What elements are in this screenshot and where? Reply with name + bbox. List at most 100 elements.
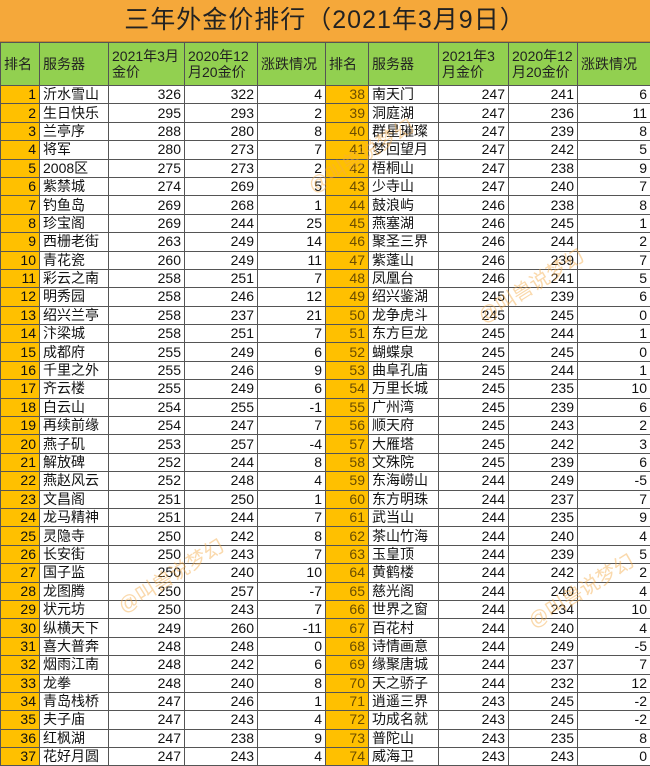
server-name-cell[interactable]: 天之骄子: [368, 673, 439, 693]
price-change-cell[interactable]: 7: [257, 324, 326, 344]
price-change-cell[interactable]: 8: [257, 121, 326, 142]
price-change-cell[interactable]: 7: [577, 489, 650, 509]
price-change-cell[interactable]: 9: [577, 507, 650, 528]
price-2021-cell[interactable]: 250: [108, 581, 185, 601]
price-2020-cell[interactable]: 240: [508, 581, 578, 601]
price-2021-cell[interactable]: 275: [108, 158, 185, 178]
price-change-cell[interactable]: 6: [577, 287, 650, 307]
rank-cell[interactable]: 38: [325, 84, 369, 105]
price-2021-cell[interactable]: 248: [108, 636, 185, 657]
price-2021-cell[interactable]: 288: [108, 121, 185, 142]
server-name-cell[interactable]: 万里长城: [368, 379, 439, 399]
price-change-cell[interactable]: 10: [577, 379, 650, 399]
server-name-cell[interactable]: 解放碑: [39, 452, 109, 473]
price-change-cell[interactable]: 2: [257, 103, 326, 123]
server-name-cell[interactable]: 少寺山: [368, 176, 439, 197]
price-2020-cell[interactable]: 241: [508, 268, 578, 289]
rank-cell[interactable]: 67: [325, 618, 369, 638]
server-name-cell[interactable]: 威海卫: [368, 747, 439, 766]
server-name-cell[interactable]: 2008区: [39, 158, 109, 178]
server-name-cell[interactable]: 红枫湖: [39, 728, 109, 749]
price-change-cell[interactable]: 8: [577, 195, 650, 215]
rank-cell[interactable]: 42: [325, 158, 369, 178]
rank-cell[interactable]: 68: [325, 636, 369, 657]
price-2021-cell[interactable]: 244: [438, 636, 509, 657]
rank-cell[interactable]: 31: [0, 636, 40, 657]
price-change-cell[interactable]: -1: [257, 397, 326, 418]
price-change-cell[interactable]: 12: [257, 287, 326, 307]
server-name-cell[interactable]: 广州湾: [368, 397, 439, 418]
server-name-cell[interactable]: 状元坊: [39, 599, 109, 620]
rank-cell[interactable]: 40: [325, 121, 369, 142]
price-2021-cell[interactable]: 246: [438, 213, 509, 234]
server-name-cell[interactable]: 白云山: [39, 397, 109, 418]
price-change-cell[interactable]: 7: [257, 268, 326, 289]
server-name-cell[interactable]: 国子监: [39, 563, 109, 583]
server-name-cell[interactable]: 千里之外: [39, 360, 109, 381]
price-change-cell[interactable]: 1: [577, 360, 650, 381]
price-2020-cell[interactable]: 249: [184, 342, 258, 362]
price-2020-cell[interactable]: 246: [184, 691, 258, 712]
price-change-cell[interactable]: 7: [257, 599, 326, 620]
rank-cell[interactable]: 18: [0, 397, 40, 418]
server-name-cell[interactable]: 茶山竹海: [368, 526, 439, 546]
price-change-cell[interactable]: 5: [257, 176, 326, 197]
server-name-cell[interactable]: 文殊院: [368, 452, 439, 473]
rank-cell[interactable]: 11: [0, 268, 40, 289]
server-name-cell[interactable]: 夫子庙: [39, 710, 109, 730]
price-2021-cell[interactable]: 295: [108, 103, 185, 123]
server-name-cell[interactable]: 东方明珠: [368, 489, 439, 509]
price-2021-cell[interactable]: 253: [108, 434, 185, 454]
price-2021-cell[interactable]: 247: [438, 140, 509, 160]
price-2020-cell[interactable]: 238: [508, 158, 578, 178]
price-2021-cell[interactable]: 245: [438, 342, 509, 362]
server-name-cell[interactable]: 蝴蝶泉: [368, 342, 439, 362]
price-2021-cell[interactable]: 252: [108, 452, 185, 473]
price-2020-cell[interactable]: 238: [508, 195, 578, 215]
price-change-cell[interactable]: 14: [257, 232, 326, 252]
server-name-cell[interactable]: 再续前缘: [39, 416, 109, 436]
server-name-cell[interactable]: 世界之窗: [368, 599, 439, 620]
price-change-cell[interactable]: 6: [577, 397, 650, 418]
rank-cell[interactable]: 16: [0, 360, 40, 381]
price-2020-cell[interactable]: 239: [508, 397, 578, 418]
server-name-cell[interactable]: 青岛栈桥: [39, 691, 109, 712]
price-2021-cell[interactable]: 246: [438, 250, 509, 270]
price-2020-cell[interactable]: 243: [508, 747, 578, 766]
price-change-cell[interactable]: 4: [577, 618, 650, 638]
rank-cell[interactable]: 26: [0, 544, 40, 565]
price-2020-cell[interactable]: 243: [184, 599, 258, 620]
price-change-cell[interactable]: 9: [257, 360, 326, 381]
price-2020-cell[interactable]: 236: [508, 103, 578, 123]
price-change-cell[interactable]: 9: [257, 728, 326, 749]
rank-cell[interactable]: 66: [325, 599, 369, 620]
price-change-cell[interactable]: 2: [257, 158, 326, 178]
rank-cell[interactable]: 41: [325, 140, 369, 160]
price-change-cell[interactable]: 25: [257, 213, 326, 234]
server-name-cell[interactable]: 成都府: [39, 342, 109, 362]
price-2020-cell[interactable]: 243: [184, 710, 258, 730]
price-2021-cell[interactable]: 244: [438, 599, 509, 620]
price-2021-cell[interactable]: 254: [108, 416, 185, 436]
server-name-cell[interactable]: 武当山: [368, 507, 439, 528]
price-change-cell[interactable]: 7: [257, 544, 326, 565]
price-change-cell[interactable]: 4: [257, 710, 326, 730]
price-2021-cell[interactable]: 251: [108, 489, 185, 509]
price-2020-cell[interactable]: 237: [508, 655, 578, 675]
price-change-cell[interactable]: 6: [577, 84, 650, 105]
price-2021-cell[interactable]: 255: [108, 342, 185, 362]
price-change-cell[interactable]: 7: [257, 416, 326, 436]
price-change-cell[interactable]: 5: [577, 268, 650, 289]
price-2021-cell[interactable]: 243: [438, 710, 509, 730]
price-2020-cell[interactable]: 293: [184, 103, 258, 123]
price-2021-cell[interactable]: 258: [108, 324, 185, 344]
price-change-cell[interactable]: 6: [257, 655, 326, 675]
price-2020-cell[interactable]: 243: [508, 416, 578, 436]
price-change-cell[interactable]: 7: [577, 250, 650, 270]
server-name-cell[interactable]: 鼓浪屿: [368, 195, 439, 215]
price-change-cell[interactable]: 6: [257, 342, 326, 362]
price-2020-cell[interactable]: 249: [184, 232, 258, 252]
rank-cell[interactable]: 58: [325, 452, 369, 473]
server-name-cell[interactable]: 紫禁城: [39, 176, 109, 197]
price-2021-cell[interactable]: 280: [108, 140, 185, 160]
